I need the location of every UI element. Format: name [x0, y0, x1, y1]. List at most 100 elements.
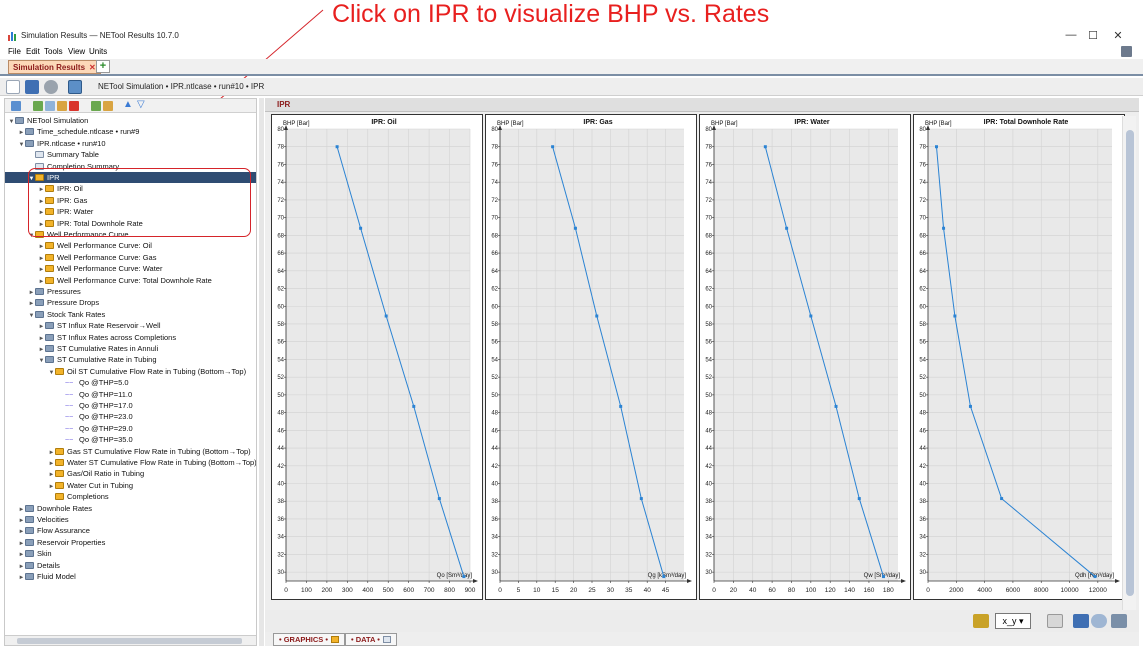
collapsed-icon[interactable]: ►: [28, 301, 35, 308]
copy-chart-icon[interactable]: [1047, 614, 1063, 628]
tree-item[interactable]: ► Water Cut in Tubing: [5, 480, 256, 491]
collapsed-icon[interactable]: ►: [18, 529, 25, 536]
expanded-icon[interactable]: ▼: [48, 369, 55, 376]
collapsed-icon[interactable]: ►: [18, 563, 25, 570]
maximize-button[interactable]: ☐: [1088, 30, 1098, 42]
tree-item[interactable]: ► Pressures: [5, 286, 256, 297]
tree-item[interactable]: ► ST Influx Rates across Completions: [5, 332, 256, 343]
collapsed-icon[interactable]: ►: [48, 483, 55, 490]
expanded-icon[interactable]: ▼: [8, 119, 15, 125]
tree-item[interactable]: ► ST Cumulative Rates in Annuli: [5, 343, 256, 354]
tree-item[interactable]: Summary Table: [5, 149, 256, 160]
panel-splitter[interactable]: [259, 98, 264, 646]
tree-item[interactable]: ▼ Oil ST Cumulative Flow Rate in Tubing (…: [5, 366, 256, 377]
collapse-icon[interactable]: [103, 101, 113, 111]
graphics-vertical-scrollbar[interactable]: [1122, 116, 1136, 610]
tree-item[interactable]: ▼ Stock Tank Rates: [5, 309, 256, 320]
expand-icon[interactable]: [91, 101, 101, 111]
tree-item[interactable]: ► Fluid Model: [5, 571, 256, 582]
collapsed-icon[interactable]: ►: [48, 472, 55, 479]
collapsed-icon[interactable]: ►: [38, 335, 45, 342]
tree-item[interactable]: ► Flow Assurance: [5, 525, 256, 536]
axis-range-icon[interactable]: [973, 614, 989, 628]
tree-item[interactable]: Completion Summary: [5, 161, 256, 172]
paste-icon[interactable]: [57, 101, 67, 111]
tree-item[interactable]: ► IPR: Total Downhole Rate: [5, 218, 256, 229]
tree-item[interactable]: Qo @THP=35.0: [5, 434, 256, 445]
tree-item[interactable]: ▼ NETool Simulation: [5, 115, 256, 126]
collapsed-icon[interactable]: ►: [48, 461, 55, 467]
expanded-icon[interactable]: ▼: [18, 141, 25, 148]
menu-file[interactable]: File: [8, 47, 21, 56]
collapsed-icon[interactable]: ►: [38, 324, 45, 331]
collapsed-icon[interactable]: ►: [38, 187, 45, 194]
print-icon[interactable]: [1111, 614, 1127, 628]
collapsed-icon[interactable]: ►: [38, 347, 45, 353]
tree-item[interactable]: ► Pressure Drops: [5, 297, 256, 308]
copy-icon[interactable]: [45, 101, 55, 111]
scrollbar-thumb[interactable]: [1126, 130, 1134, 596]
chart-ipr-oil[interactable]: 30 32 34 36 38 40 42 44 46 48 50 52 54 56 58 60 62 64 66 68…: [271, 114, 483, 600]
axes-select[interactable]: x_y ▾: [995, 613, 1031, 629]
tree-item[interactable]: ► Well Performance Curve: Total Downhole …: [5, 275, 256, 286]
collapsed-icon[interactable]: ►: [18, 552, 25, 559]
collapsed-icon[interactable]: ►: [38, 210, 45, 217]
expanded-icon[interactable]: ▼: [28, 176, 35, 182]
export-chart-icon[interactable]: [1091, 614, 1107, 628]
tree-item[interactable]: Qo @THP=17.0: [5, 400, 256, 411]
delete-icon[interactable]: [69, 101, 79, 111]
export-icon[interactable]: [68, 80, 82, 94]
menu-view[interactable]: View: [68, 47, 86, 56]
menu-tools[interactable]: Tools: [44, 47, 63, 56]
tree-item[interactable]: ► Well Performance Curve: Water: [5, 263, 256, 274]
save-icon[interactable]: [25, 80, 39, 94]
collapsed-icon[interactable]: ►: [18, 518, 25, 524]
move-down-icon[interactable]: ▽: [137, 99, 145, 110]
menu-units[interactable]: Units: [89, 47, 108, 56]
collapsed-icon[interactable]: ►: [38, 278, 45, 285]
tree-item[interactable]: Qo @THP=23.0: [5, 411, 256, 422]
collapsed-icon[interactable]: ►: [18, 575, 25, 581]
tree-item[interactable]: ► Reservoir Properties: [5, 537, 256, 548]
move-up-icon[interactable]: ▲: [123, 99, 133, 110]
collapsed-icon[interactable]: ►: [28, 290, 35, 296]
expanded-icon[interactable]: ▼: [28, 312, 35, 319]
tree-horizontal-scrollbar[interactable]: [5, 635, 256, 645]
chart-ipr-water[interactable]: 30 32 34 36 38 40 42 44 46 48 50 52 54 56 58 60 62 64 66 68…: [699, 114, 911, 600]
tree-item[interactable]: ► ST Influx Rate Reservoir→Well: [5, 320, 256, 331]
tree-item[interactable]: ► Skin: [5, 548, 256, 559]
collapsed-icon[interactable]: ►: [48, 449, 55, 456]
collapsed-icon[interactable]: ►: [38, 244, 45, 251]
collapsed-icon[interactable]: ►: [38, 198, 45, 205]
tab-simulation-results[interactable]: Simulation Results ✕: [8, 60, 101, 74]
minimize-button[interactable]: —: [1065, 29, 1077, 41]
tree-item[interactable]: ► Downhole Rates: [5, 503, 256, 514]
tree-item[interactable]: ► Water ST Cumulative Flow Rate in Tubing…: [5, 457, 256, 468]
collapsed-icon[interactable]: ►: [18, 540, 25, 547]
tree-item[interactable]: ► Details: [5, 560, 256, 571]
tab-data[interactable]: • DATA •: [345, 633, 397, 646]
tree-item[interactable]: ▼ IPR: [5, 172, 256, 184]
scrollbar-thumb[interactable]: [17, 638, 242, 644]
save-chart-icon[interactable]: [1073, 614, 1089, 628]
tree-item[interactable]: Completions: [5, 491, 256, 502]
tree-item[interactable]: Qo @THP=29.0: [5, 423, 256, 434]
tree-item[interactable]: ▼ ST Cumulative Rate in Tubing: [5, 354, 256, 365]
chart-ipr-total-downhole[interactable]: 30 32 34 36 38 40 42 44 46 48 50 52 54 56 58 60 62 64 66 68…: [913, 114, 1125, 600]
tree-item[interactable]: ► Time_schedule.ntlcase • run#9: [5, 126, 256, 137]
tree-item[interactable]: ► IPR: Oil: [5, 183, 256, 194]
cut-icon[interactable]: [33, 101, 43, 111]
refresh-icon[interactable]: [44, 80, 58, 94]
search-icon[interactable]: [11, 101, 21, 111]
tab-close-icon[interactable]: ✕: [89, 62, 96, 72]
tree-item[interactable]: ► Well Performance Curve: Gas: [5, 252, 256, 263]
tree-item[interactable]: ► IPR: Gas: [5, 195, 256, 206]
tree-item[interactable]: ► Gas/Oil Ratio in Tubing: [5, 468, 256, 479]
add-tab-button[interactable]: +: [96, 60, 110, 73]
tree-item[interactable]: ► Velocities: [5, 514, 256, 525]
tree-item[interactable]: ► Well Performance Curve: Oil: [5, 240, 256, 251]
new-icon[interactable]: [6, 80, 20, 94]
collapsed-icon[interactable]: ►: [18, 130, 25, 137]
collapsed-icon[interactable]: ►: [18, 506, 25, 513]
tree-item[interactable]: ► Gas ST Cumulative Flow Rate in Tubing (…: [5, 446, 256, 457]
